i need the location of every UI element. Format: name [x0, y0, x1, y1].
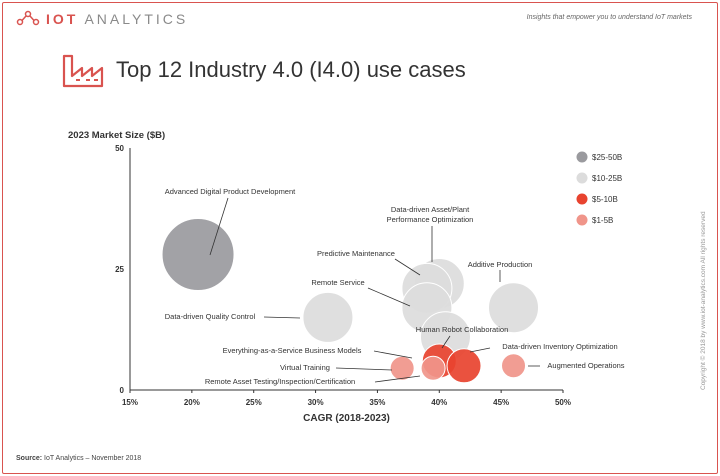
data-label: Remote Asset Testing/Inspection/Certific…: [205, 377, 355, 386]
data-label: Virtual Training: [280, 363, 330, 372]
logo-text: IOT ANALYTICS: [46, 11, 189, 27]
data-label: Everything-as-a-Service Business Models: [223, 346, 362, 355]
bubble: [420, 355, 446, 381]
x-tick-label: 15%: [122, 398, 138, 407]
y-tick-label: 50: [115, 144, 124, 153]
leader-line: [367, 287, 411, 307]
x-axis-label: CAGR (2018-2023): [303, 413, 390, 424]
page-title: Top 12 Industry 4.0 (I4.0) use cases: [116, 57, 466, 82]
title-row: Top 12 Industry 4.0 (I4.0) use cases: [58, 50, 466, 90]
leader-line: [374, 375, 421, 383]
data-label: Data-driven Asset/Plant Performance Optim…: [387, 205, 474, 224]
legend-swatch: [576, 214, 588, 226]
x-tick-label: 35%: [369, 398, 385, 407]
legend-label: $1-5B: [592, 216, 613, 225]
data-label: Augmented Operations: [547, 361, 624, 370]
x-tick-label: 30%: [308, 398, 324, 407]
legend-label: $10-25B: [592, 174, 622, 183]
legend-swatch: [576, 193, 588, 205]
bubble: [161, 217, 235, 291]
bubble: [501, 353, 527, 379]
leader-line: [209, 197, 229, 256]
data-label: Data-driven Quality Control: [165, 312, 256, 321]
legend-swatch: [576, 151, 588, 163]
data-label: Human Robot Collaboration: [416, 325, 509, 334]
x-tick-label: 45%: [493, 398, 509, 407]
leader-line: [469, 347, 491, 353]
data-label: Advanced Digital Product Development: [165, 187, 296, 196]
x-tick-label: 25%: [246, 398, 262, 407]
factory-icon: [62, 54, 104, 88]
bubble: [302, 291, 354, 343]
data-label: Predictive Maintenance: [317, 249, 395, 258]
bubble: [446, 348, 482, 384]
data-label: Data-driven Inventory Optimization: [502, 342, 617, 351]
leader-line: [373, 350, 413, 359]
bubble: [389, 355, 415, 381]
data-label: Remote Service: [311, 278, 364, 287]
leader-line: [441, 335, 451, 349]
leader-line: [263, 316, 301, 319]
iot-analytics-logo: IOT ANALYTICS: [16, 10, 188, 28]
y-tick-label: 0: [120, 386, 125, 395]
network-logo-icon: [16, 10, 40, 26]
legend-label: $5-10B: [592, 195, 618, 204]
x-tick-label: 50%: [555, 398, 571, 407]
x-tick-label: 20%: [184, 398, 200, 407]
legend-swatch: [576, 172, 588, 184]
leader-line: [335, 367, 393, 371]
tagline: Insights that empower you to understand …: [526, 14, 692, 21]
data-label: Additive Production: [468, 260, 533, 269]
leader-line: [394, 258, 421, 276]
y-tick-label: 25: [115, 265, 124, 274]
legend-label: $25-50B: [592, 153, 622, 162]
source-note: Source: IoT Analytics – November 2018: [16, 455, 142, 462]
copyright-note: Copyright © 2018 by www.iot-analytics.co…: [700, 211, 707, 390]
y-axis-label: 2023 Market Size ($B): [68, 130, 165, 141]
bubble: [488, 282, 540, 334]
x-tick-label: 40%: [431, 398, 447, 407]
